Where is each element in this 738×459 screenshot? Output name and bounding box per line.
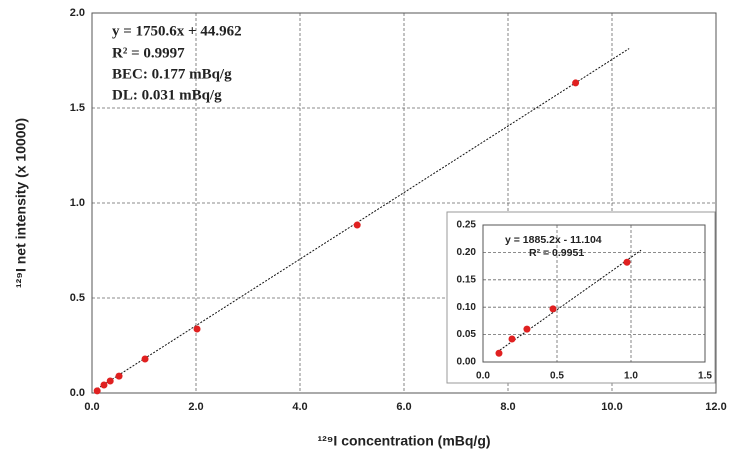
x-tick-label: 8.0 bbox=[500, 401, 515, 413]
y-tick-label: 0.20 bbox=[457, 247, 477, 258]
x-tick-label: 12.0 bbox=[705, 401, 726, 413]
annotation: BEC: 0.177 mBq/g bbox=[112, 66, 232, 82]
data-point bbox=[523, 325, 531, 333]
y-tick-label: 0.15 bbox=[457, 274, 477, 285]
x-axis-label: ¹²⁹I concentration (mBq/g) bbox=[317, 433, 490, 449]
annotation: R² = 0.9951 bbox=[529, 247, 584, 259]
data-point bbox=[508, 335, 516, 343]
data-point bbox=[193, 325, 201, 333]
x-tick-label: 0.0 bbox=[476, 371, 490, 382]
data-point bbox=[115, 372, 123, 380]
plot-frame bbox=[482, 224, 706, 363]
x-tick-label: 4.0 bbox=[292, 401, 307, 413]
annotation: y = 1885.2x - 11.104 bbox=[505, 234, 602, 246]
x-tick-label: 1.0 bbox=[624, 371, 638, 382]
y-tick-label: 2.0 bbox=[70, 7, 85, 19]
annotation: y = 1750.6x + 44.962 bbox=[112, 23, 242, 39]
annotation: R² = 0.9997 bbox=[112, 45, 185, 61]
y-tick-label: 1.5 bbox=[70, 102, 85, 114]
data-point bbox=[106, 377, 114, 385]
y-axis-label: ¹²⁹I net intensity (x 10000) bbox=[13, 118, 29, 288]
data-point bbox=[623, 258, 631, 266]
trendline bbox=[96, 48, 630, 390]
data-point bbox=[93, 387, 101, 395]
inset-frame bbox=[446, 211, 716, 384]
data-point bbox=[549, 305, 557, 313]
x-tick-label: 0.5 bbox=[550, 371, 564, 382]
annotation: DL: 0.031 mBq/g bbox=[112, 87, 222, 103]
y-tick-label: 0.25 bbox=[457, 220, 477, 231]
y-tick-label: 1.0 bbox=[70, 197, 85, 209]
trendline bbox=[496, 249, 642, 353]
data-point bbox=[353, 221, 361, 229]
plot-frame bbox=[91, 12, 717, 394]
y-tick-label: 0.5 bbox=[70, 292, 85, 304]
data-point bbox=[572, 79, 580, 87]
x-tick-label: 6.0 bbox=[396, 401, 411, 413]
y-tick-label: 0.05 bbox=[457, 329, 477, 340]
y-tick-label: 0.00 bbox=[457, 357, 477, 368]
x-tick-label: 0.0 bbox=[84, 401, 99, 413]
data-point bbox=[100, 381, 108, 389]
data-point bbox=[495, 349, 503, 357]
y-tick-label: 0.10 bbox=[457, 302, 477, 313]
x-tick-label: 2.0 bbox=[188, 401, 203, 413]
y-tick-label: 0.0 bbox=[70, 387, 85, 399]
x-tick-label: 10.0 bbox=[601, 401, 622, 413]
data-point bbox=[141, 355, 149, 363]
x-tick-label: 1.5 bbox=[698, 371, 712, 382]
